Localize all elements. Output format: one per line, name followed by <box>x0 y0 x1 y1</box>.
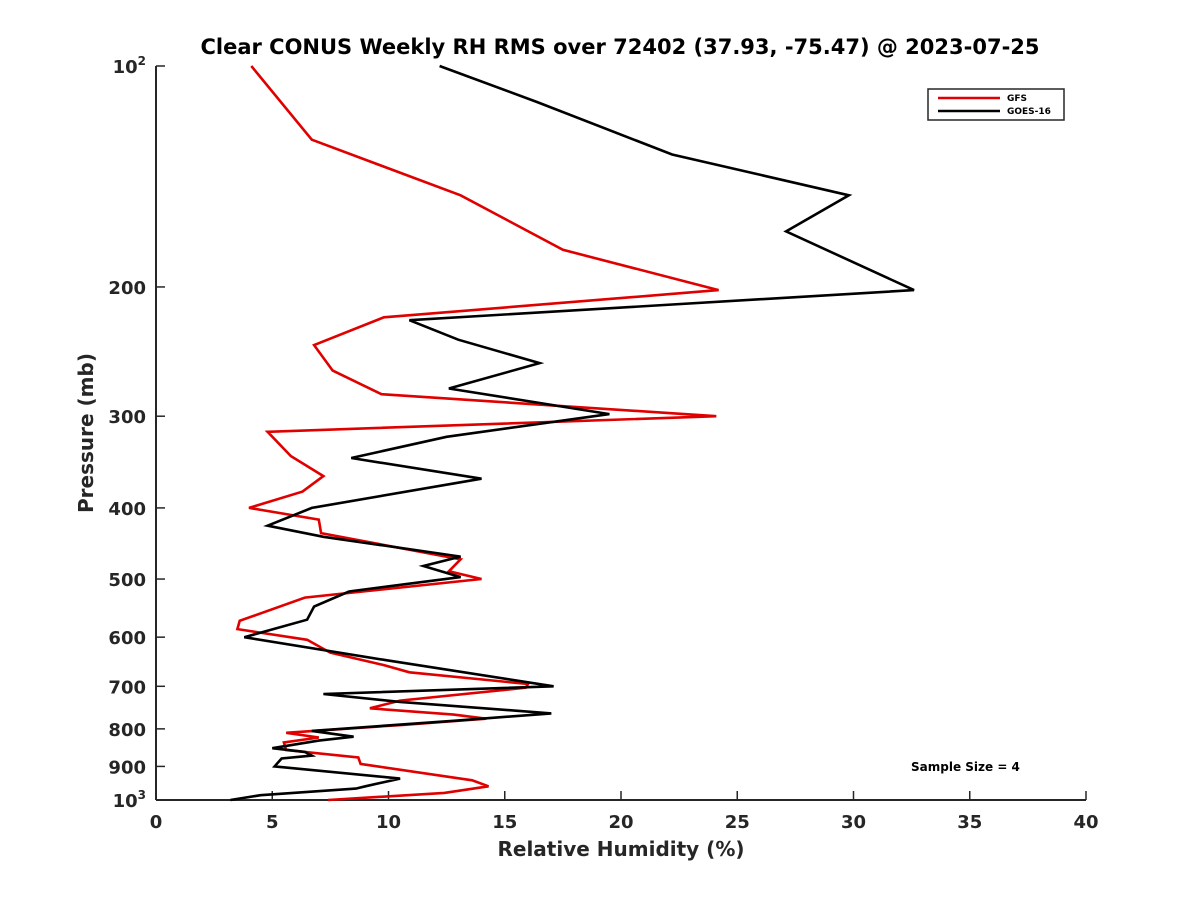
x-ticks: 0 5 10 15 20 25 30 35 40 <box>150 791 1099 833</box>
x-tick-label: 15 <box>492 812 517 833</box>
chart-title: Clear CONUS Weekly RH RMS over 72402 (37… <box>200 35 1039 59</box>
x-tick-label: 0 <box>150 812 163 833</box>
sample-size-annotation: Sample Size = 4 <box>911 760 1020 774</box>
y-axis-label: Pressure (mb) <box>74 353 98 513</box>
y-tick-label: 900 <box>108 757 146 778</box>
y-tick-label: 500 <box>108 570 146 591</box>
x-axis-label: Relative Humidity (%) <box>497 837 744 861</box>
y-tick-label: 102 <box>113 54 146 78</box>
x-tick-label: 35 <box>957 812 982 833</box>
x-tick-label: 30 <box>841 812 866 833</box>
x-tick-label: 40 <box>1073 812 1098 833</box>
series-lines <box>230 64 915 802</box>
x-tick-label: 20 <box>608 812 633 833</box>
axes <box>155 66 1086 801</box>
y-ticks: 102 200 300 400 500 600 700 800 900 103 <box>108 54 165 812</box>
x-tick-label: 25 <box>725 812 750 833</box>
y-tick-label: 400 <box>108 499 146 520</box>
series-line-gfs <box>235 65 719 802</box>
y-tick-label: 800 <box>108 720 146 741</box>
x-tick-label: 10 <box>376 812 401 833</box>
legend-label-gfs: GFS <box>1007 94 1027 104</box>
x-tick-label: 5 <box>266 812 279 833</box>
legend-box <box>927 88 1065 121</box>
y-tick-label: 700 <box>108 677 146 698</box>
series-line-goes16 <box>230 64 915 802</box>
y-tick-label: 200 <box>108 278 146 299</box>
legend: GFS GOES-16 <box>927 88 1065 121</box>
y-tick-label: 103 <box>113 788 146 812</box>
y-tick-label: 300 <box>108 407 146 428</box>
legend-label-goes16: GOES-16 <box>1007 107 1051 117</box>
y-tick-label: 600 <box>108 628 146 649</box>
